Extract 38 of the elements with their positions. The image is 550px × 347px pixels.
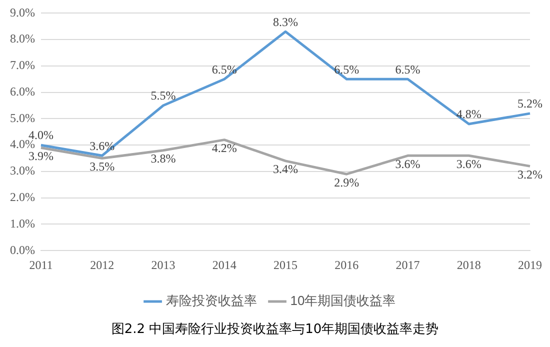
x-tick-label: 2016 bbox=[334, 258, 359, 272]
data-label: 3.6% bbox=[90, 138, 115, 153]
data-label: 5.5% bbox=[150, 88, 176, 103]
data-label: 6.5% bbox=[334, 62, 360, 76]
data-label: 3.6% bbox=[395, 156, 420, 171]
data-label: 8.3% bbox=[273, 14, 298, 29]
x-tick-label: 2013 bbox=[151, 258, 176, 272]
x-tick-label: 2019 bbox=[518, 258, 542, 272]
y-tick-label: 8.0% bbox=[10, 32, 35, 46]
x-tick-label: 2018 bbox=[456, 258, 481, 272]
y-tick-label: 9.0% bbox=[10, 5, 35, 20]
data-label: 3.2% bbox=[518, 167, 542, 182]
y-tick-label: 3.0% bbox=[10, 164, 35, 178]
data-label: 3.9% bbox=[28, 148, 54, 163]
y-tick-label: 2.0% bbox=[10, 190, 35, 204]
x-tick-label: 2015 bbox=[274, 258, 298, 272]
x-tick-label: 2012 bbox=[90, 258, 114, 272]
data-label: 3.4% bbox=[273, 162, 298, 176]
y-tick-label: 5.0% bbox=[10, 110, 35, 125]
legend-label: 寿险投资收益率 bbox=[166, 293, 257, 308]
data-label: 3.8% bbox=[150, 152, 176, 166]
caption: 图2.2 中国寿险行业投资收益率与10年期国债收益率走势 bbox=[110, 321, 440, 338]
data-label: 6.5% bbox=[395, 62, 420, 76]
data-label: 4.8% bbox=[456, 107, 482, 122]
data-label: 5.2% bbox=[518, 96, 542, 111]
x-tick-label: 2011 bbox=[29, 258, 53, 272]
x-tick-label: 2017 bbox=[396, 258, 420, 272]
data-label: 3.6% bbox=[456, 156, 482, 171]
data-label: 4.2% bbox=[212, 140, 237, 155]
x-tick-label: 2014 bbox=[212, 258, 236, 272]
data-label: 6.5% bbox=[212, 62, 237, 76]
y-tick-label: 0.0% bbox=[10, 242, 35, 257]
legend-label: 10年期国债收益率 bbox=[290, 293, 396, 308]
data-label: 2.9% bbox=[334, 175, 360, 190]
data-label: 3.5% bbox=[90, 159, 115, 174]
y-tick-label: 7.0% bbox=[10, 58, 35, 72]
y-tick-label: 1.0% bbox=[10, 216, 35, 230]
y-tick-label: 6.0% bbox=[10, 84, 35, 98]
